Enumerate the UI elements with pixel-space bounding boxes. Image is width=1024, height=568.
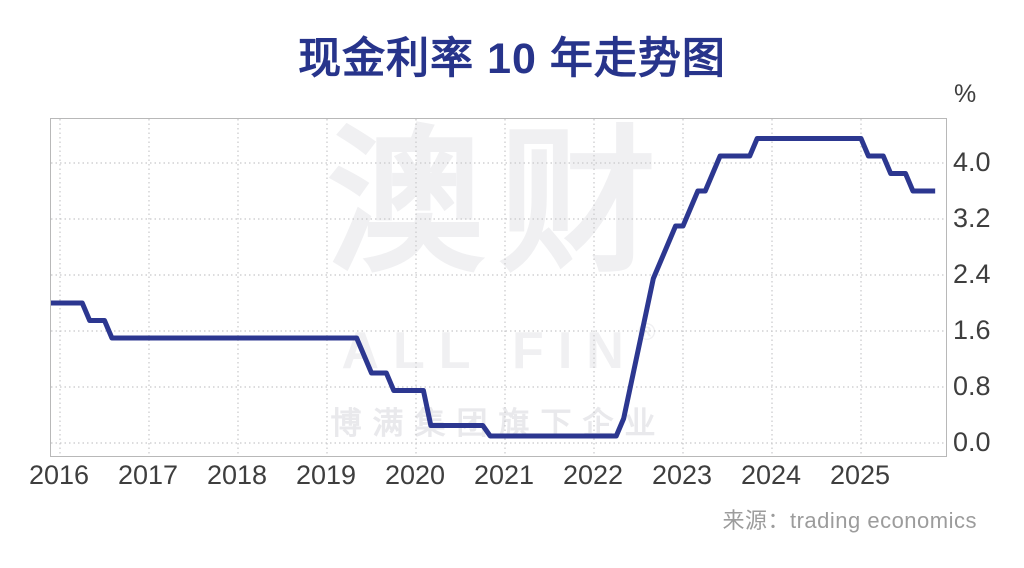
watermark-en-logo: ALL FIN® (51, 307, 946, 377)
y-tick-label: 3.2 (953, 203, 991, 233)
y-tick-label: 2.4 (953, 259, 991, 289)
source-name: trading economics (789, 508, 977, 533)
x-tick-label: 2017 (117, 460, 179, 490)
cash-rate-line-chart (51, 119, 946, 456)
x-tick-label: 2018 (206, 460, 268, 490)
y-tick-label: 4.0 (953, 147, 991, 178)
y-tick-label: 1.6 (953, 314, 991, 345)
chart-title: 现金利率 10 年走势图 (298, 35, 726, 83)
cash-rate-series-line (51, 136, 936, 439)
watermark-en-text: ALL FIN (341, 322, 638, 380)
x-tick-label: 2024 (740, 460, 802, 490)
x-tick-label: 2025 (829, 460, 891, 490)
x-tick-label: 2019 (295, 460, 357, 490)
x-tick-label: 2016 (28, 460, 90, 490)
x-tick-label: 2020 (384, 460, 446, 490)
y-tick-label: 0.0 (953, 426, 991, 457)
y-axis-unit-label: % (954, 80, 977, 108)
plot-area: 澳财 ALL FIN® 博满集团旗下企业 (50, 118, 947, 457)
x-tick-label: 2022 (562, 460, 624, 490)
x-tick-label: 2021 (473, 460, 535, 490)
watermark: 澳财 ALL FIN® 博满集团旗下企业 (51, 119, 946, 456)
x-tick-label: 2023 (651, 460, 713, 490)
y-tick-label: 0.8 (953, 370, 991, 401)
source-prefix: 来源： (722, 508, 790, 533)
watermark-cn-logo: 澳财 (326, 115, 671, 291)
source-credit: 来源：trading economics (722, 503, 977, 535)
